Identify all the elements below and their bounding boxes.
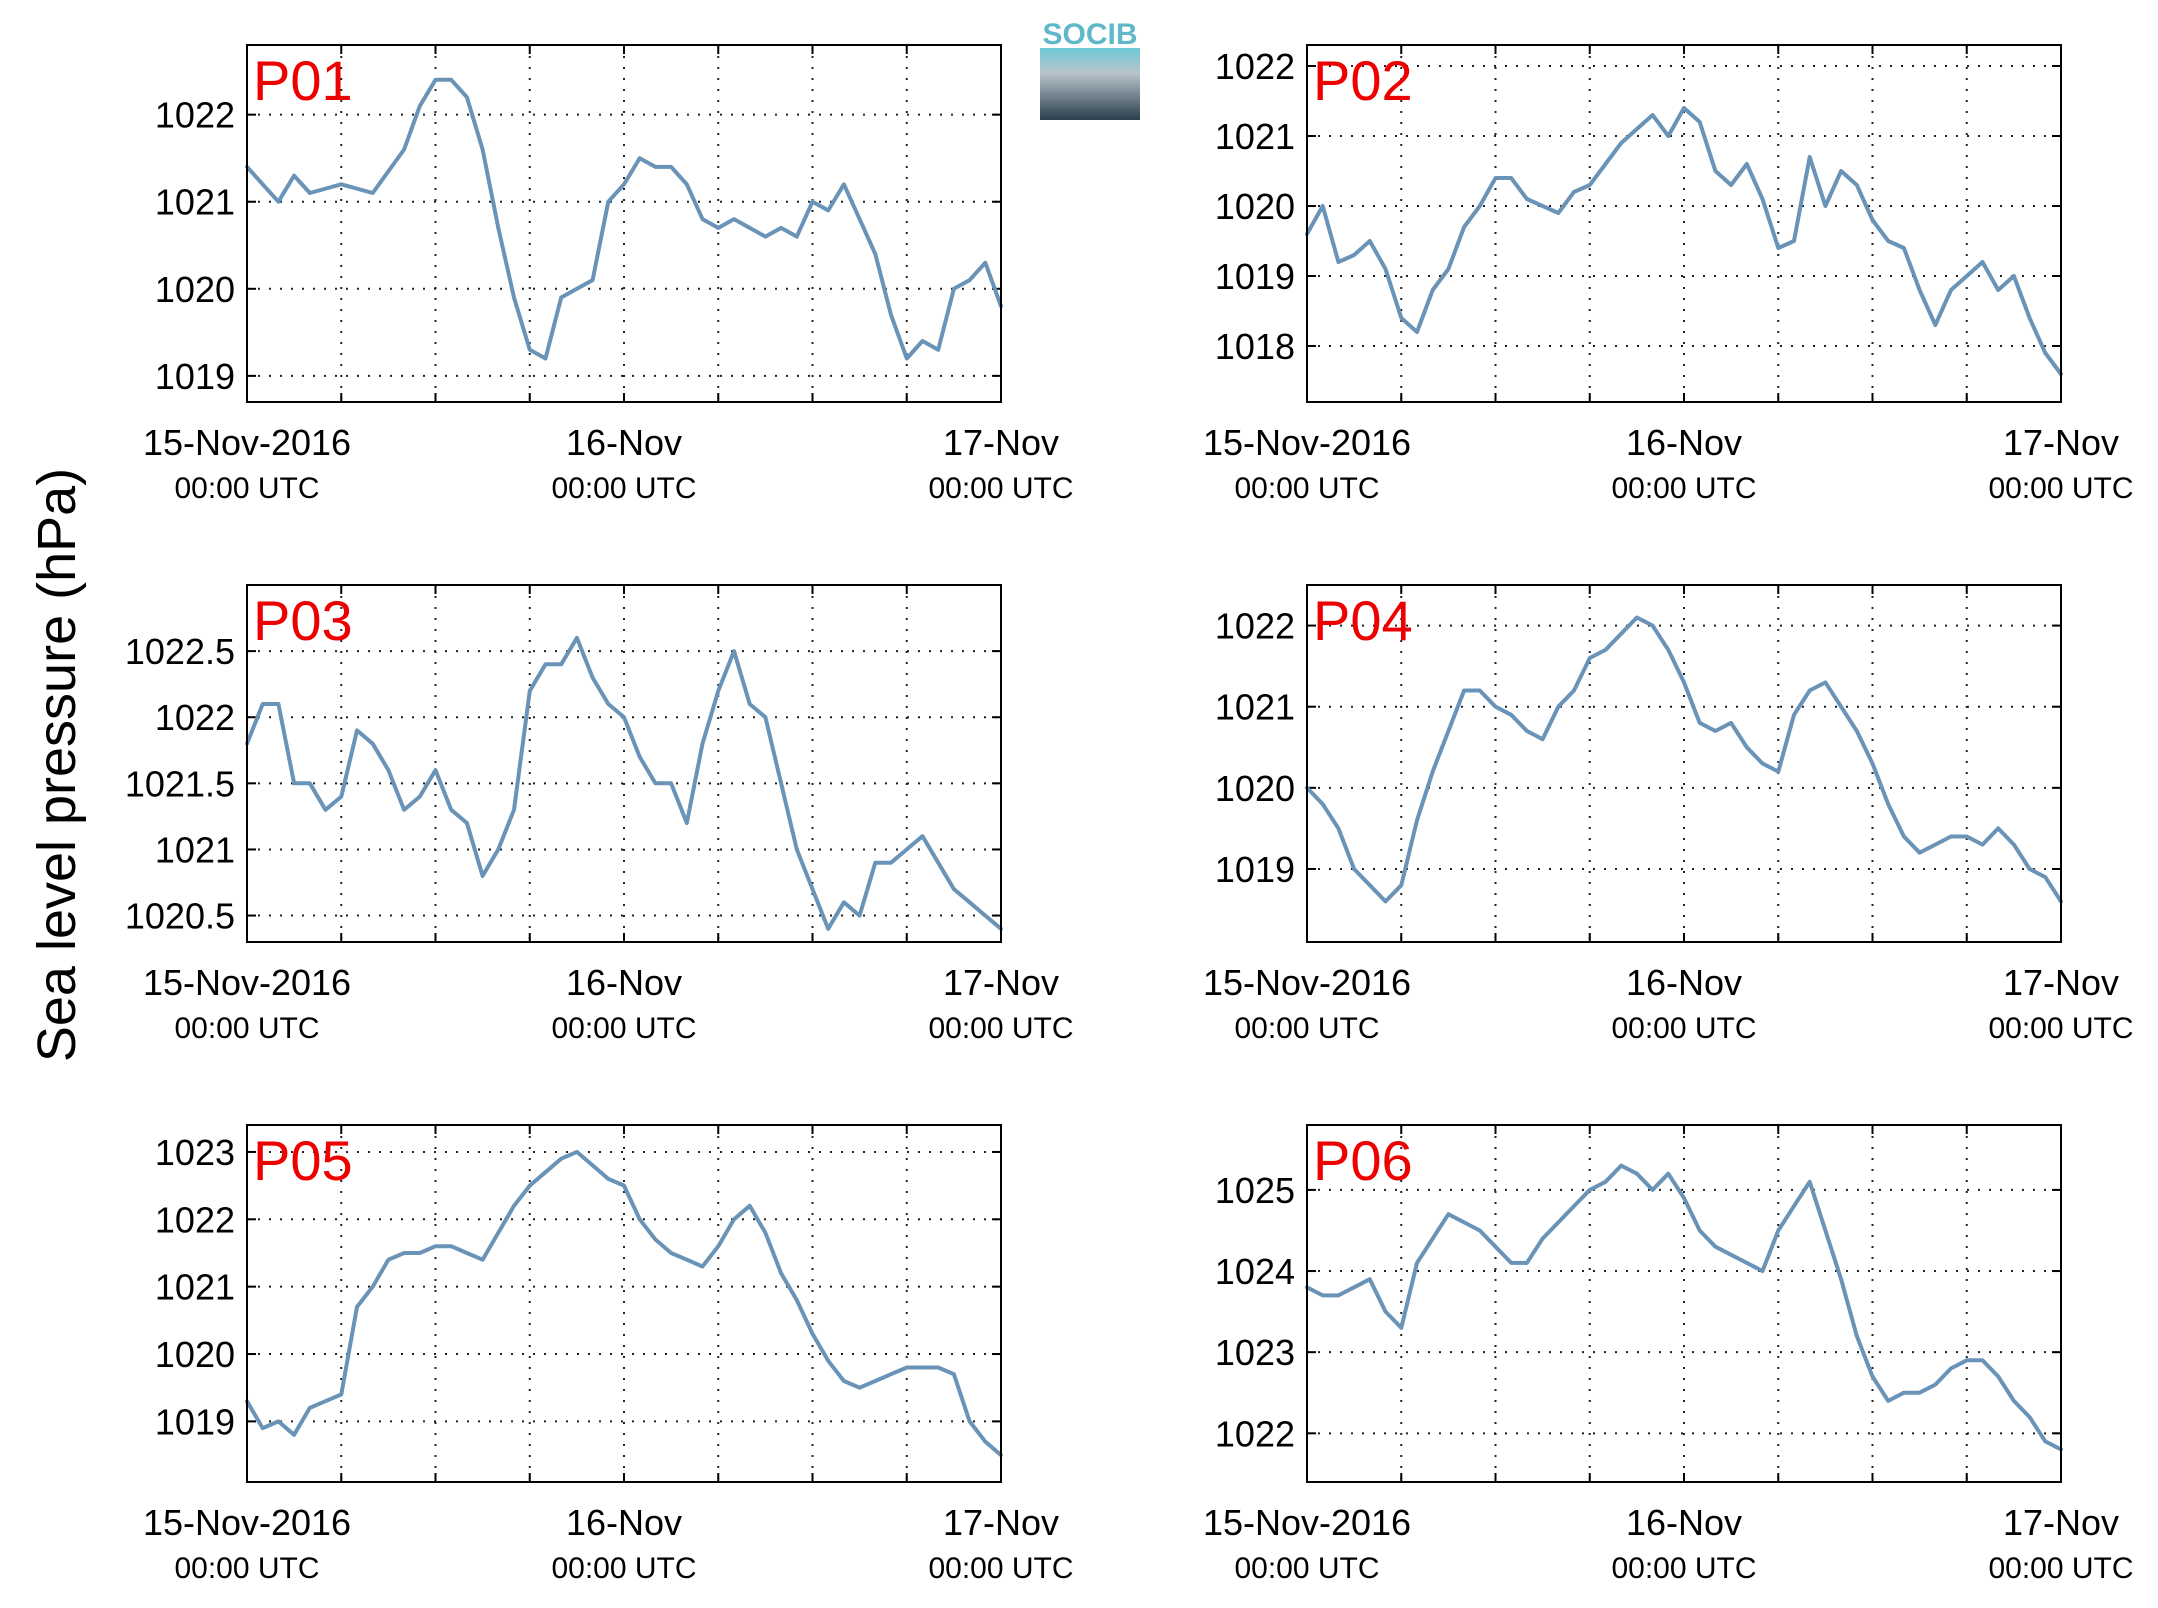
series-line-p04: [1305, 615, 2063, 904]
x-tick-label: 17-Nov: [943, 422, 1059, 463]
y-tick-label: 1022: [155, 697, 235, 738]
y-tick-label: 1024: [1215, 1251, 1295, 1292]
x-tick-time-label: 00:00 UTC: [1234, 472, 1379, 505]
x-tick-label: 16-Nov: [1626, 1502, 1742, 1543]
logo-text: SOCIB: [1042, 18, 1137, 51]
panel-p02: 1018 1019 1020 1021 1022 P02 15-Nov-2016 00:00 …: [1203, 44, 2134, 505]
plot-frame: [246, 584, 1002, 943]
y-tick-label: 1021: [155, 182, 235, 223]
x-tick-time-label: 00:00 UTC: [174, 1012, 319, 1045]
series-line-p03: [245, 635, 1003, 931]
y-tick-label: 1020: [155, 269, 235, 310]
x-tick-label: 17-Nov: [2003, 422, 2119, 463]
y-tick-label: 1022: [1215, 1413, 1295, 1454]
logo-block: [1040, 48, 1140, 120]
y-tick-label: 1019: [1215, 256, 1295, 297]
x-tick-label: 15-Nov-2016: [143, 422, 351, 463]
x-tick-label: 16-Nov: [1626, 422, 1742, 463]
x-tick-label: 15-Nov-2016: [143, 1502, 351, 1543]
panel-tag: P01: [253, 49, 353, 112]
y-tick-label: 1019: [155, 1401, 235, 1442]
x-tick-time-label: 00:00 UTC: [1611, 472, 1756, 505]
x-tick-time-label: 00:00 UTC: [1234, 1012, 1379, 1045]
plot-frame: [1306, 1124, 2062, 1483]
y-tick-label: 1022: [1215, 606, 1295, 647]
x-tick-time-label: 00:00 UTC: [551, 472, 696, 505]
series-line-p01: [245, 77, 1003, 361]
x-tick-label: 16-Nov: [566, 422, 682, 463]
panel-tag: P05: [253, 1129, 353, 1192]
series-line-p05: [245, 1149, 1003, 1458]
y-tick-label: 1021: [1215, 116, 1295, 157]
y-tick-label: 1021: [155, 829, 235, 870]
plot-area: [1307, 45, 2061, 402]
panel-p01: 1019 1020 1021 1022 P01 15-Nov-2016 00:00 UTC 1…: [143, 44, 1074, 505]
x-tick-time-label: 00:00 UTC: [174, 1552, 319, 1585]
x-tick-label: 16-Nov: [1626, 962, 1742, 1003]
y-tick-label: 1023: [1215, 1332, 1295, 1373]
y-tick-label: 1021: [155, 1267, 235, 1308]
y-tick-label: 1022.5: [125, 631, 235, 672]
panel-p06: 1022 1023 1024 1025 P06 15-Nov-2016 00:00 UTC 1…: [1203, 1124, 2134, 1585]
panel-p05: 1019 1020 1021 1022 1023 P05 15-Nov-2016 00:00 …: [143, 1124, 1074, 1585]
x-tick-label: 15-Nov-2016: [1203, 1502, 1411, 1543]
y-tick-label: 1020: [1215, 186, 1295, 227]
plot-frame: [1306, 44, 2062, 403]
y-tick-label: 1021: [1215, 687, 1295, 728]
series-line-p06: [1305, 1163, 2063, 1452]
y-tick-label: 1022: [155, 95, 235, 136]
plot-frame: [1306, 584, 2062, 943]
series-line-p02: [1305, 106, 2063, 376]
x-tick-time-label: 00:00 UTC: [551, 1552, 696, 1585]
x-tick-time-label: 00:00 UTC: [1234, 1552, 1379, 1585]
panel-p03: 1020.5 1021 1021.5 1022 1022.5 P03 15-Nov-2016…: [125, 584, 1074, 1045]
plot-frame: [246, 1124, 1002, 1483]
plot-area: [247, 45, 1001, 402]
x-tick-label: 15-Nov-2016: [143, 962, 351, 1003]
x-tick-time-label: 00:00 UTC: [928, 472, 1073, 505]
panel-tag: P03: [253, 589, 353, 652]
x-tick-time-label: 00:00 UTC: [928, 1012, 1073, 1045]
y-tick-label: 1025: [1215, 1170, 1295, 1211]
y-tick-label: 1022: [155, 1199, 235, 1240]
panel-tag: P04: [1313, 589, 1413, 652]
x-tick-label: 17-Nov: [2003, 1502, 2119, 1543]
panel-tag: P02: [1313, 49, 1413, 112]
plot-area: [247, 585, 1001, 942]
x-tick-label: 15-Nov-2016: [1203, 962, 1411, 1003]
x-tick-time-label: 00:00 UTC: [1988, 1012, 2133, 1045]
y-tick-label: 1020: [155, 1334, 235, 1375]
y-tick-label: 1019: [1215, 849, 1295, 890]
panel-p04: 1019 1020 1021 1022 P04 15-Nov-2016 00:00 UTC 1…: [1203, 584, 2134, 1045]
x-tick-time-label: 00:00 UTC: [174, 472, 319, 505]
x-tick-label: 15-Nov-2016: [1203, 422, 1411, 463]
x-tick-time-label: 00:00 UTC: [1611, 1012, 1756, 1045]
plot-area: [1307, 1125, 2061, 1482]
x-tick-label: 17-Nov: [2003, 962, 2119, 1003]
y-tick-label: 1020: [1215, 768, 1295, 809]
x-tick-label: 16-Nov: [566, 962, 682, 1003]
y-axis-label: Sea level pressure (hPa): [27, 468, 87, 1062]
y-tick-label: 1019: [155, 356, 235, 397]
x-tick-label: 17-Nov: [943, 962, 1059, 1003]
y-tick-label: 1021.5: [125, 763, 235, 804]
y-tick-label: 1020.5: [125, 896, 235, 937]
plot-frame: [246, 44, 1002, 403]
x-tick-time-label: 00:00 UTC: [1988, 1552, 2133, 1585]
panel-tag: P06: [1313, 1129, 1413, 1192]
x-tick-label: 16-Nov: [566, 1502, 682, 1543]
x-tick-time-label: 00:00 UTC: [1988, 472, 2133, 505]
socib-logo: SOCIB: [1040, 18, 1140, 120]
plot-area: [1307, 585, 2061, 942]
y-tick-label: 1023: [155, 1132, 235, 1173]
x-tick-time-label: 00:00 UTC: [928, 1552, 1073, 1585]
x-tick-time-label: 00:00 UTC: [551, 1012, 696, 1045]
y-tick-label: 1022: [1215, 46, 1295, 87]
x-tick-label: 17-Nov: [943, 1502, 1059, 1543]
y-tick-label: 1018: [1215, 326, 1295, 367]
x-tick-time-label: 00:00 UTC: [1611, 1552, 1756, 1585]
